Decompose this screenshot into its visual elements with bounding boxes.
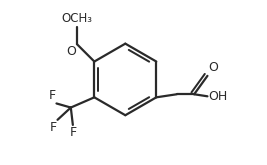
Text: OH: OH [209,90,228,103]
Text: O: O [209,61,218,74]
Text: OCH₃: OCH₃ [61,12,92,25]
Text: O: O [66,45,76,58]
Text: F: F [69,126,76,139]
Text: F: F [49,121,57,134]
Text: F: F [48,89,56,102]
